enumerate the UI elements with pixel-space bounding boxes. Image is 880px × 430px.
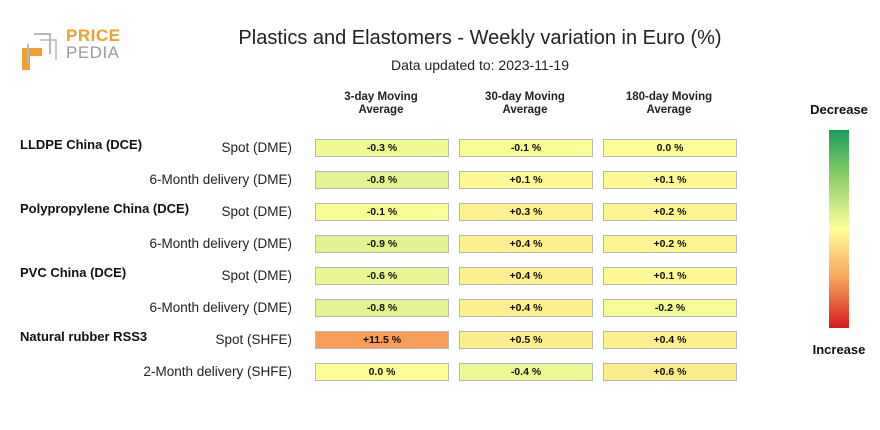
group-label: LLDPE China (DCE): [20, 137, 143, 152]
chart-title: Plastics and Elastomers - Weekly variati…: [238, 27, 722, 49]
group-label: Natural rubber RSS3: [20, 329, 148, 344]
value-cell: +0.2 %: [603, 235, 737, 253]
value-cell: +11.5 %: [315, 331, 449, 349]
value-cell: -0.1 %: [459, 139, 593, 157]
value-cell: -0.3 %: [315, 139, 449, 157]
value-cell: -0.6 %: [315, 267, 449, 285]
legend-decrease-label: Decrease: [810, 102, 868, 117]
logo-mark-icon: [22, 33, 57, 70]
row-label: Spot (SHFE): [215, 332, 292, 347]
value-cell: -0.4 %: [459, 363, 593, 381]
value-cell: +0.1 %: [603, 267, 737, 285]
color-scale-bar: [829, 130, 849, 328]
value-cell: -0.8 %: [315, 299, 449, 317]
value-cell: 0.0 %: [315, 363, 449, 381]
value-cell: 0.0 %: [603, 139, 737, 157]
legend-increase-label: Increase: [812, 342, 866, 357]
row-label: 6-Month delivery (DME): [149, 172, 292, 187]
value-cell: -0.2 %: [603, 299, 737, 317]
column-header: 3-day Moving Average: [344, 91, 418, 116]
row-label: Spot (DME): [221, 204, 292, 219]
chart-subtitle: Data updated to: 2023-11-19: [391, 57, 569, 73]
value-cell: +0.1 %: [459, 171, 593, 189]
value-cell: -0.1 %: [315, 203, 449, 221]
value-cell: -0.8 %: [315, 171, 449, 189]
value-cell: -0.9 %: [315, 235, 449, 253]
row-label: 6-Month delivery (DME): [149, 300, 292, 315]
row-label: 6-Month delivery (DME): [149, 236, 292, 251]
column-header: 30-day Moving Average: [485, 91, 565, 116]
row-label: 2-Month delivery (SHFE): [143, 364, 292, 379]
row-label: Spot (DME): [221, 140, 292, 155]
value-cell: +0.3 %: [459, 203, 593, 221]
logo-text-price: PRICE: [66, 26, 121, 45]
row-label: Spot (DME): [221, 268, 292, 283]
value-cell: +0.6 %: [603, 363, 737, 381]
value-cell: +0.5 %: [459, 331, 593, 349]
value-cell: +0.1 %: [603, 171, 737, 189]
value-cell: +0.4 %: [459, 267, 593, 285]
logo-text-pedia: PEDIA: [66, 43, 120, 62]
group-label: Polypropylene China (DCE): [20, 201, 190, 216]
value-cell: +0.4 %: [603, 331, 737, 349]
value-cell: +0.4 %: [459, 235, 593, 253]
value-cell: +0.2 %: [603, 203, 737, 221]
pricepedia-logo: PRICE PEDIA: [20, 22, 130, 74]
column-header: 180-day Moving Average: [625, 91, 713, 116]
value-cell: +0.4 %: [459, 299, 593, 317]
group-label: PVC China (DCE): [20, 265, 127, 280]
